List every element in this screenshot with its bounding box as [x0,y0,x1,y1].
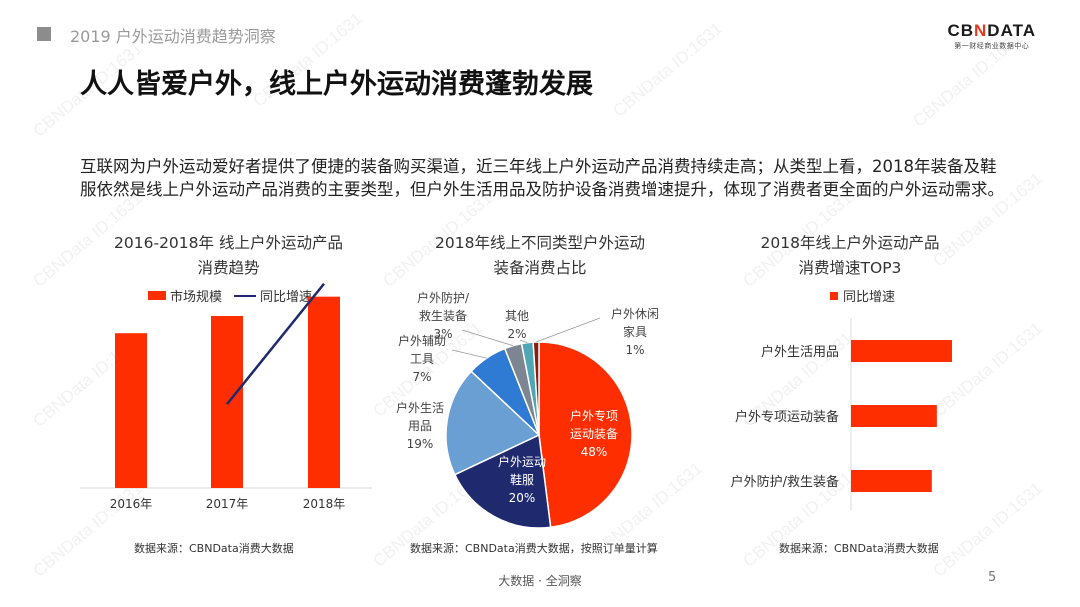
pie-label-outdoor-special-gear: 户外专项 [570,408,618,423]
pie-label-outdoor-living: 户外生活 [396,400,444,415]
pie-label-outdoor-special-gear: 48% [581,445,608,459]
market-size-bar [211,316,243,488]
page-number: 5 [988,570,997,585]
trend-chart-title-line1: 2016-2018年 线上户外运动产品 [114,234,343,252]
logo-brand-b: DATA [987,21,1036,40]
legend-label-yoy-growth: 同比增速 [260,290,313,305]
pie-label-outdoor-tools: 工具 [410,352,434,366]
pie-label-outdoor-furniture: 家具 [623,324,647,339]
pie-label-outdoor-living: 19% [407,437,434,451]
logo-tagline: 第一财经商业数据中心 [954,42,1030,50]
pie-slice [453,433,552,529]
trend-chart-source: 数据来源：CBNData消费大数据 [134,542,294,555]
trend-x-tick-label: 2017年 [206,497,249,511]
growth-category-label: 户外防护/救生装备 [731,474,839,490]
share-chart-source: 数据来源：CBNData消费大数据，按照订单量计算 [410,542,658,555]
growth-chart-title: 2018年线上户外运动产品 消费增速TOP3 [740,231,960,281]
growth-chart-title-line1: 2018年线上户外运动产品 [760,234,940,252]
pie-label-outdoor-protection: 救生装备 [419,308,467,323]
pie-slice [445,370,541,476]
pie-label-outdoor-apparel: 户外运动 [498,454,546,469]
pie-slice [538,341,633,529]
market-size-bar [115,333,147,488]
pie-label-outdoor-protection: 户外防护/ [417,290,470,305]
legend-label-growth: 同比增速 [843,290,896,305]
pie-label-outdoor-apparel: 鞋服 [510,472,534,487]
leader-line-protection [461,329,514,347]
legend-swatch-market-size [148,291,166,300]
trend-bar-line-chart: 2016年 2017年 2018年 [80,282,372,511]
section-title: 2019 户外运动消费趋势洞察 [70,27,276,46]
logo-brand-a: CB [947,21,975,40]
summary-paragraph: 互联网为户外运动爱好者提供了便捷的装备购买渠道，近三年线上户外运动产品消费持续走… [80,157,1004,199]
pie-label-outdoor-protection: 3% [433,327,452,341]
trend-x-tick-label: 2016年 [110,497,153,511]
cbndata-logo: CBNDATA 第一财经商业数据中心 [947,22,1036,51]
pie-label-other: 其他 [505,309,529,323]
growth-chart-legend: 同比增速 [830,286,895,305]
legend-label-market-size: 市场规模 [170,290,223,305]
page-title: 人人皆爱户外，线上户外运动消费蓬勃发展 [80,69,593,100]
growth-category-label: 户外专项运动装备 [735,409,839,425]
growth-bar [851,405,937,427]
pie-label-outdoor-furniture: 1% [625,343,644,357]
leader-line-furniture [535,317,601,343]
growth-chart-source: 数据来源：CBNData消费大数据 [779,542,939,555]
footer-slogan: 大数据 · 全洞察 [498,574,582,588]
yoy-growth-line [226,282,325,405]
leader-line-tools [451,349,487,359]
growth-bar [851,470,932,492]
share-chart-title: 2018年线上不同类型户外运动 装备消费占比 [400,231,680,281]
share-chart-title-line1: 2018年线上不同类型户外运动 [435,234,645,252]
growth-category-label: 户外生活用品 [761,344,839,360]
leader-line-other [519,339,528,344]
legend-swatch-yoy-growth [234,294,257,297]
market-size-bar [308,296,340,488]
trend-x-tick-label: 2018年 [303,497,346,511]
growth-bar [851,340,952,362]
pie-label-outdoor-special-gear: 运动装备 [570,427,618,441]
pie-label-outdoor-living: 用品 [408,419,432,433]
share-chart-title-line2: 装备消费占比 [493,259,587,277]
pie-label-outdoor-tools: 7% [412,370,431,384]
section-marker [37,27,51,41]
trend-chart-title-line2: 消费趋势 [197,259,260,277]
logo-brand-x: N [974,21,988,40]
pie-slice [532,341,540,436]
trend-chart-legend: 市场规模 同比增速 [148,286,312,305]
pie-label-outdoor-tools: 户外辅助 [398,333,446,348]
trend-chart-title: 2016-2018年 线上户外运动产品 消费趋势 [96,231,361,281]
pie-label-outdoor-furniture: 户外休闲 [611,306,659,321]
pie-label-outdoor-apparel: 20% [509,491,536,505]
legend-swatch-growth [830,291,838,300]
pie-label-other: 2% [507,327,526,341]
growth-chart-title-line2: 消费增速TOP3 [798,259,902,277]
